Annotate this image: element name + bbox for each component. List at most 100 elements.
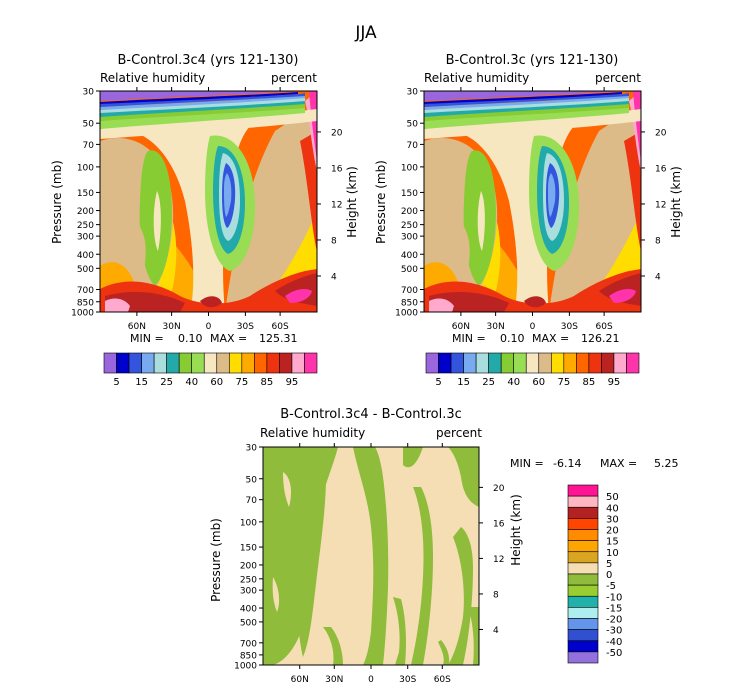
pressure-tick-label: 700	[401, 286, 418, 296]
contour-region	[624, 131, 641, 251]
height-tick-label: 4	[655, 272, 661, 282]
colorbar-label: 40	[507, 377, 520, 388]
contour-region	[548, 173, 556, 217]
panel-c-units: percent	[436, 426, 482, 440]
panel-c-title: B-Control.3c4 - B-Control.3c	[280, 407, 462, 422]
colorbar-swatch	[567, 506, 599, 519]
contour-region	[429, 298, 454, 312]
lat-tick-label: 30S	[237, 322, 254, 332]
pressure-tick-label: 150	[401, 189, 418, 199]
colorbar-swatch	[550, 352, 565, 374]
colorbar-label: -50	[606, 648, 622, 659]
colorbar-swatch	[567, 484, 599, 497]
colorbar-swatch	[567, 540, 599, 553]
colorbar-swatch	[567, 651, 599, 664]
pressure-tick-label: 400	[401, 251, 418, 261]
colorbar-swatch	[266, 352, 280, 374]
colorbar-swatch	[178, 352, 193, 374]
panel-a-variable: Relative humidity	[100, 71, 205, 85]
colorbar-label: 50	[606, 492, 619, 503]
pressure-tick-label: 1000	[395, 309, 418, 319]
pressure-tick-label: 100	[77, 163, 94, 173]
colorbar-swatch	[103, 352, 117, 374]
height-tick-label: 20	[655, 128, 667, 138]
contour-region-minus-five-to-zero	[393, 597, 406, 665]
colorbar-swatch	[500, 352, 515, 374]
colorbar-swatch	[601, 352, 615, 374]
lat-tick-label: 0	[206, 322, 212, 332]
panel-a-colorbar: 5 15 25 40 60 75 85 95	[103, 352, 318, 388]
pressure-tick-label: 300	[77, 233, 94, 243]
colorbar-swatch	[567, 584, 599, 597]
colorbar-swatch	[588, 352, 602, 374]
contour-region	[424, 107, 629, 129]
colorbar-swatch	[576, 352, 590, 374]
contour-region	[225, 111, 317, 312]
panel-b-max-value: 126.21	[581, 332, 620, 345]
panel-c-min-value: -6.14	[553, 457, 581, 470]
lat-tick-label: 30S	[561, 322, 578, 332]
colorbar-swatch	[291, 352, 305, 374]
contour-region-minus-five-to-zero	[323, 627, 343, 665]
pressure-tick-label: 400	[240, 605, 257, 615]
colorbar-swatch	[538, 352, 552, 374]
colorbar-swatch	[216, 352, 230, 374]
height-tick-label: 16	[655, 164, 667, 174]
pressure-tick-label: 70	[246, 496, 258, 506]
colorbar-label: 5	[606, 559, 612, 570]
contour-region-zero-to-five	[283, 472, 291, 507]
colorbar-swatch	[513, 352, 527, 374]
lat-tick-label: 30S	[399, 675, 416, 685]
contour-region	[424, 95, 629, 110]
colorbar-label: -15	[606, 603, 622, 614]
height-tick-label: 8	[493, 590, 499, 600]
colorbar-swatch	[567, 573, 599, 586]
panel-c-max-value: 5.25	[654, 457, 679, 470]
panel-a-height-label: Height (km)	[345, 166, 359, 237]
lat-tick-label: 60S	[272, 322, 289, 332]
colorbar-swatch	[128, 352, 142, 374]
height-tick-label: 12	[331, 200, 342, 210]
pressure-tick-label: 400	[77, 251, 94, 261]
contour-region	[100, 95, 305, 110]
colorbar-label: 0	[606, 570, 612, 581]
contour-region-minus-five-to-zero	[263, 477, 276, 557]
colorbar-label: -30	[606, 626, 622, 637]
colorbar-label: 10	[606, 548, 619, 559]
panel-b-min-value: 0.10	[500, 332, 525, 345]
lat-tick-label: 60S	[596, 322, 613, 332]
lat-tick-label: 60N	[452, 322, 470, 332]
colorbar-label: 5	[113, 377, 119, 388]
contour-region-minus-five-to-zero	[438, 640, 450, 665]
height-tick-label: 4	[331, 272, 337, 282]
contour-region-zero-to-five	[272, 577, 280, 612]
colorbar-label: 95	[286, 377, 299, 388]
contour-region	[100, 93, 305, 107]
panel-c-pressure-label: Pressure (mb)	[209, 518, 223, 602]
colorbar-swatch	[279, 352, 293, 374]
colorbar-swatch	[525, 352, 540, 374]
pressure-tick-label: 850	[77, 298, 94, 308]
pressure-tick-label: 200	[240, 561, 257, 571]
panel-a-units: percent	[271, 71, 317, 85]
height-tick-label: 4	[493, 626, 499, 636]
pressure-tick-label: 50	[407, 120, 419, 130]
pressure-tick-label: 850	[240, 651, 257, 661]
colorbar-swatch	[567, 629, 599, 642]
pressure-tick-label: 250	[77, 221, 94, 231]
colorbar-label: 15	[606, 537, 619, 548]
colorbar-label: 25	[160, 377, 173, 388]
colorbar-swatch	[567, 640, 599, 653]
pressure-tick-label: 700	[77, 286, 94, 296]
panel-b-variable: Relative humidity	[424, 71, 529, 85]
panel-control-3c4: B-Control.3c4 (yrs 121-130) Relative hum…	[50, 53, 359, 388]
panel-c-contour-field	[263, 447, 479, 665]
pressure-tick-label: 200	[77, 207, 94, 217]
pressure-tick-label: 50	[83, 120, 95, 130]
colorbar-swatch	[567, 618, 599, 630]
contour-region	[100, 107, 305, 129]
pressure-tick-label: 30	[246, 444, 258, 454]
colorbar-swatch	[567, 518, 599, 530]
contour-region	[424, 91, 622, 101]
